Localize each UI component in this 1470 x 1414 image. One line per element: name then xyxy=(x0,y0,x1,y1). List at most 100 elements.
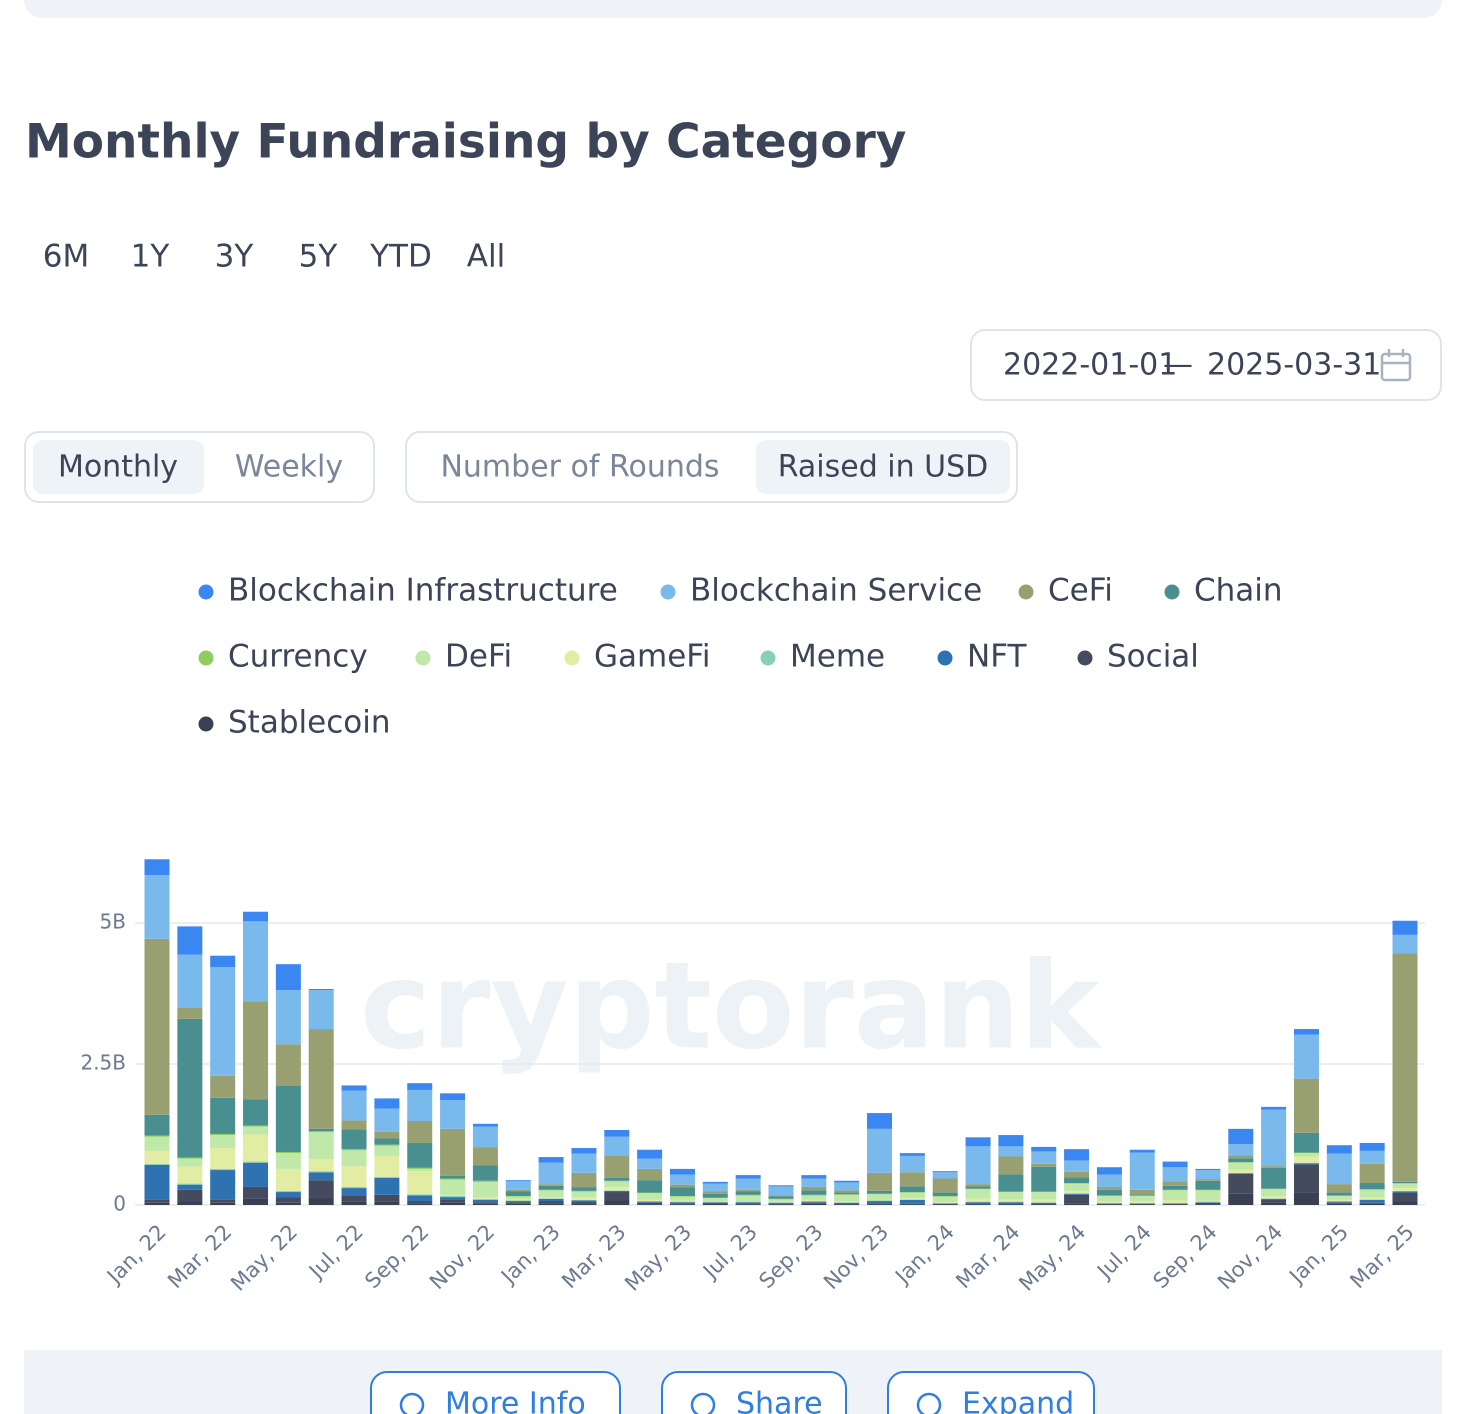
toggle-option[interactable]: Weekly xyxy=(235,450,343,485)
bar-segment xyxy=(834,1180,860,1183)
bar-segment xyxy=(867,1204,893,1205)
bar-segment xyxy=(505,1201,531,1203)
range-button[interactable]: 6M xyxy=(43,239,89,275)
legend-label[interactable]: Meme xyxy=(790,639,885,675)
calendar-icon[interactable] xyxy=(1380,349,1412,382)
bar-segment xyxy=(275,1168,301,1191)
bar-segment xyxy=(1228,1158,1254,1163)
bar-segment xyxy=(571,1200,597,1202)
legend-label[interactable]: Stablecoin xyxy=(228,705,390,741)
bar-segment xyxy=(308,1159,334,1172)
bar-segment xyxy=(1392,1191,1418,1193)
bar-segment xyxy=(1293,1034,1319,1079)
button-label: Expand xyxy=(962,1387,1074,1414)
bar-segment xyxy=(440,1178,466,1180)
bar-segment xyxy=(407,1120,433,1143)
legend-label[interactable]: Chain xyxy=(1194,573,1283,609)
legend-label[interactable]: Blockchain Service xyxy=(690,573,982,609)
bar-segment xyxy=(834,1202,860,1204)
bar-segment xyxy=(1096,1204,1122,1205)
bar-segment xyxy=(1293,1162,1319,1164)
bar-segment xyxy=(801,1201,827,1203)
legend-label[interactable]: NFT xyxy=(967,639,1027,675)
legend-label[interactable]: Social xyxy=(1107,639,1199,675)
bar-segment xyxy=(637,1168,663,1181)
bar-segment xyxy=(801,1201,827,1202)
bar-segment xyxy=(505,1199,531,1201)
range-button[interactable]: All xyxy=(467,239,505,275)
bar-segment xyxy=(965,1137,991,1147)
legend-label[interactable]: Blockchain Infrastructure xyxy=(228,573,618,609)
bar-segment xyxy=(1228,1128,1254,1145)
bar-segment xyxy=(1129,1203,1155,1204)
bar-segment xyxy=(702,1197,728,1199)
bar-segment xyxy=(899,1203,925,1205)
bar-segment xyxy=(210,955,236,967)
toggle-option[interactable]: Number of Rounds xyxy=(440,450,719,485)
bar-segment xyxy=(243,1198,269,1205)
bar-segment xyxy=(899,1204,925,1205)
bar-segment xyxy=(669,1201,695,1203)
bar-segment xyxy=(867,1194,893,1200)
toggle-option[interactable]: Monthly xyxy=(58,450,178,485)
bar-segment xyxy=(1261,1109,1287,1167)
button-icon xyxy=(399,1392,425,1414)
bar-segment xyxy=(1031,1204,1057,1205)
bar-segment xyxy=(965,1186,991,1189)
bar-segment xyxy=(1359,1203,1385,1205)
bar-segment xyxy=(144,1163,170,1165)
bar-segment xyxy=(1129,1202,1155,1204)
footer-button[interactable] xyxy=(661,1371,847,1414)
bar-segment xyxy=(407,1167,433,1169)
legend-label[interactable]: GameFi xyxy=(594,639,710,675)
bar-segment xyxy=(932,1202,958,1203)
footer-button[interactable] xyxy=(370,1371,621,1414)
bar-segment xyxy=(538,1185,564,1190)
legend: Blockchain Infrastructure Blockchain Serv… xyxy=(198,573,1283,741)
date-picker[interactable] xyxy=(970,329,1442,401)
bar-segment xyxy=(1392,1190,1418,1192)
bar-segment xyxy=(1392,1192,1418,1202)
bar-segment xyxy=(998,1156,1024,1175)
bar-segment xyxy=(243,1162,269,1187)
bar-segment xyxy=(538,1203,564,1205)
bar-segment xyxy=(735,1201,761,1202)
bar-segment xyxy=(932,1172,958,1179)
bar-segment xyxy=(1228,1162,1254,1163)
bar-segment xyxy=(1096,1201,1122,1203)
bar-segment xyxy=(275,1085,301,1152)
bar-segment xyxy=(899,1172,925,1187)
toggle-option[interactable]: Raised in USD xyxy=(778,450,989,485)
bar-segment xyxy=(1293,1164,1319,1193)
range-button[interactable]: YTD xyxy=(369,239,432,275)
bar-segment xyxy=(1162,1200,1188,1203)
bar-segment xyxy=(965,1201,991,1203)
legend-label[interactable]: Currency xyxy=(228,639,368,675)
range-button[interactable]: 1Y xyxy=(131,239,170,275)
legend-dot xyxy=(564,650,580,666)
button-icon xyxy=(690,1392,716,1414)
bar-segment xyxy=(735,1203,761,1205)
bar-segment xyxy=(341,1166,367,1187)
range-button[interactable]: 3Y xyxy=(215,239,254,275)
bar-segment xyxy=(1359,1199,1385,1203)
bar-segment xyxy=(1195,1170,1221,1180)
bar-segment xyxy=(374,1138,400,1145)
bar-segment xyxy=(374,1155,400,1177)
bar-segment xyxy=(472,1123,498,1127)
range-button[interactable]: 5Y xyxy=(299,239,338,275)
legend-label[interactable]: DeFi xyxy=(445,639,512,675)
bar-segment xyxy=(1392,1183,1418,1189)
bar-segment xyxy=(1195,1200,1221,1202)
bar-segment xyxy=(1293,1153,1319,1157)
bar-segment xyxy=(144,1136,170,1151)
bar-segment xyxy=(538,1201,564,1204)
legend-label[interactable]: CeFi xyxy=(1048,573,1113,609)
bar-segment xyxy=(965,1202,991,1204)
bar-segment xyxy=(768,1203,794,1205)
bar-segment xyxy=(1392,920,1418,935)
bar-segment xyxy=(308,1128,334,1132)
x-tick-label: Sep, 23 xyxy=(754,1220,827,1293)
bar-segment xyxy=(571,1199,597,1201)
bar-segment xyxy=(177,1189,203,1202)
